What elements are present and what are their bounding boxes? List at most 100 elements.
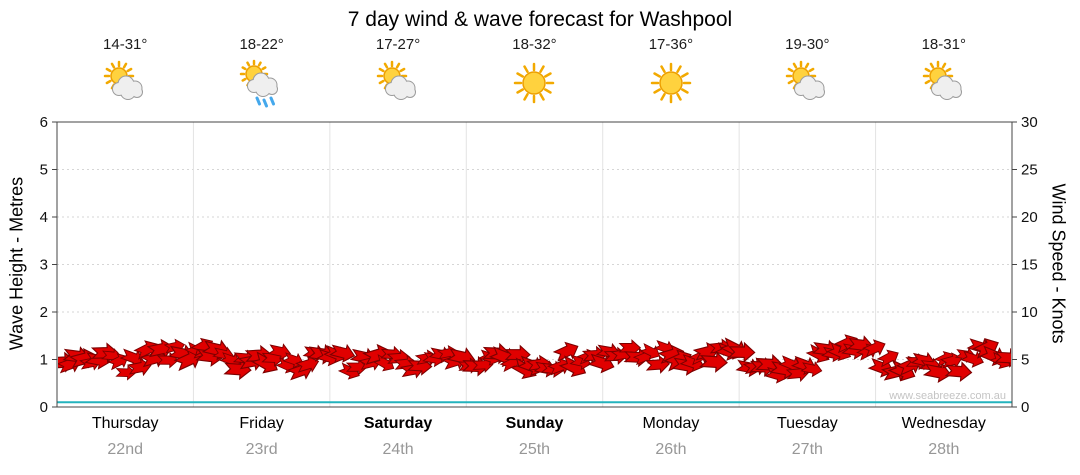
weather-icon-wrap [739, 59, 875, 114]
right-axis-tick-label: 30 [1021, 114, 1038, 131]
wind-arrow [552, 341, 579, 362]
rain-drop [262, 98, 268, 108]
sun-ray [539, 93, 546, 101]
sun-ray [787, 79, 794, 85]
sun-ray [523, 93, 530, 101]
sun-ray [539, 65, 546, 73]
temperature-range: 18-22° [239, 36, 284, 53]
sun-ray [544, 88, 553, 94]
sun-ray [544, 72, 553, 78]
sun-ray [516, 88, 525, 94]
wind-arrow [994, 347, 1011, 368]
temperature-range: 18-32° [512, 36, 557, 53]
cloud-part [939, 85, 954, 99]
sun-cloud-icon [103, 60, 144, 100]
sun-ray [516, 72, 525, 78]
left-axis-tick-label: 6 [40, 114, 48, 131]
sun-ray [110, 62, 116, 69]
wind-arrow [862, 339, 886, 358]
sun-ray [241, 77, 247, 82]
sun-ray [378, 79, 385, 85]
temperature-range: 14-31° [103, 36, 148, 53]
day-date-label: 24th [382, 441, 414, 458]
left-axis-tick-label: 2 [40, 304, 48, 321]
temperature-range: 19-30° [785, 36, 830, 53]
weather-icon-wrap [193, 59, 329, 114]
wind-arrow [699, 351, 728, 373]
sun-ray [126, 67, 133, 73]
sun-ray [680, 72, 689, 78]
sun-ray [805, 62, 810, 69]
wind-arrow [547, 357, 571, 376]
weather-icon-wrap [57, 59, 193, 114]
rain-drop [269, 96, 275, 106]
wind-arrow [800, 361, 823, 378]
left-axis-tick-label: 3 [40, 257, 48, 274]
sun-ray [676, 65, 682, 73]
sun-disc [522, 71, 547, 95]
right-axis-tick-label: 25 [1021, 162, 1038, 179]
sun-ray [105, 79, 112, 85]
chart-title: 7 day wind & wave forecast for Washpool [347, 8, 733, 31]
day-name-label: Saturday [363, 415, 433, 432]
day-date-label: 25th [518, 441, 551, 458]
rain-drop [255, 96, 261, 106]
day-date-label: 23rd [245, 441, 278, 458]
sun-ray [523, 65, 530, 73]
sun-ray [653, 88, 661, 94]
cloud-part [255, 82, 270, 96]
left-axis-tick-label: 5 [40, 162, 48, 179]
sun-ray [399, 67, 406, 73]
wind-arrow [944, 361, 973, 382]
cloud-part [121, 85, 136, 99]
left-axis-tick-label: 4 [40, 209, 48, 226]
sun-ray [924, 79, 931, 85]
wind-arrow [173, 349, 202, 372]
sun-ray [122, 62, 128, 69]
sun-cloud-icon [922, 60, 962, 100]
sun-ray [808, 67, 815, 73]
wind-arrow [922, 362, 952, 383]
day-column-monday: 17-36° [603, 36, 739, 126]
day-name-label: Thursday [91, 415, 159, 432]
temperature-range: 18-31° [921, 36, 966, 53]
watermark: www.seabreeze.com.au [888, 390, 1006, 402]
right-axis-tick-label: 15 [1021, 257, 1038, 274]
day-name-label: Monday [642, 415, 700, 432]
day-column-friday: 18-22° [193, 36, 329, 126]
right-axis-tick-label: 5 [1021, 352, 1029, 369]
left-axis-title: Wave Height - Metres [6, 176, 27, 351]
right-axis-title: Wind Speed - Knots [1048, 183, 1069, 344]
cloud-part [394, 85, 409, 99]
day-column-sunday: 18-32° [466, 36, 602, 126]
day-column-thursday: 14-31° [57, 36, 193, 126]
weather-icon-wrap [876, 59, 1012, 114]
sun-ray [383, 62, 389, 69]
day-name-label: Wednesday [901, 415, 986, 432]
day-name-label: Tuesday [776, 415, 838, 432]
cloud-part [803, 85, 818, 99]
day-date-label: 28th [928, 441, 960, 458]
day-name-label: Friday [239, 415, 284, 432]
sun-cloud-icon [786, 60, 826, 100]
wind-arrow [329, 343, 356, 363]
temperature-range: 17-36° [648, 36, 694, 53]
sun-cloud-rain-icon [239, 59, 278, 108]
sun-ray [941, 62, 947, 69]
sun-disc [659, 71, 683, 95]
sun-ray [787, 67, 794, 73]
sun-ray [924, 67, 931, 73]
weather-icon-wrap [603, 59, 739, 114]
sun-ray [793, 62, 798, 69]
wind-arrows [58, 334, 1011, 384]
weather-icon-wrap [330, 59, 466, 114]
day-date-label: 26th [655, 441, 687, 458]
sun-ray [105, 67, 112, 73]
sun-ray [241, 66, 247, 71]
wind-arrow [345, 358, 368, 376]
right-axis-tick-label: 0 [1021, 399, 1029, 416]
right-axis-tick-label: 20 [1021, 209, 1038, 226]
day-date-label: 27th [791, 441, 823, 458]
